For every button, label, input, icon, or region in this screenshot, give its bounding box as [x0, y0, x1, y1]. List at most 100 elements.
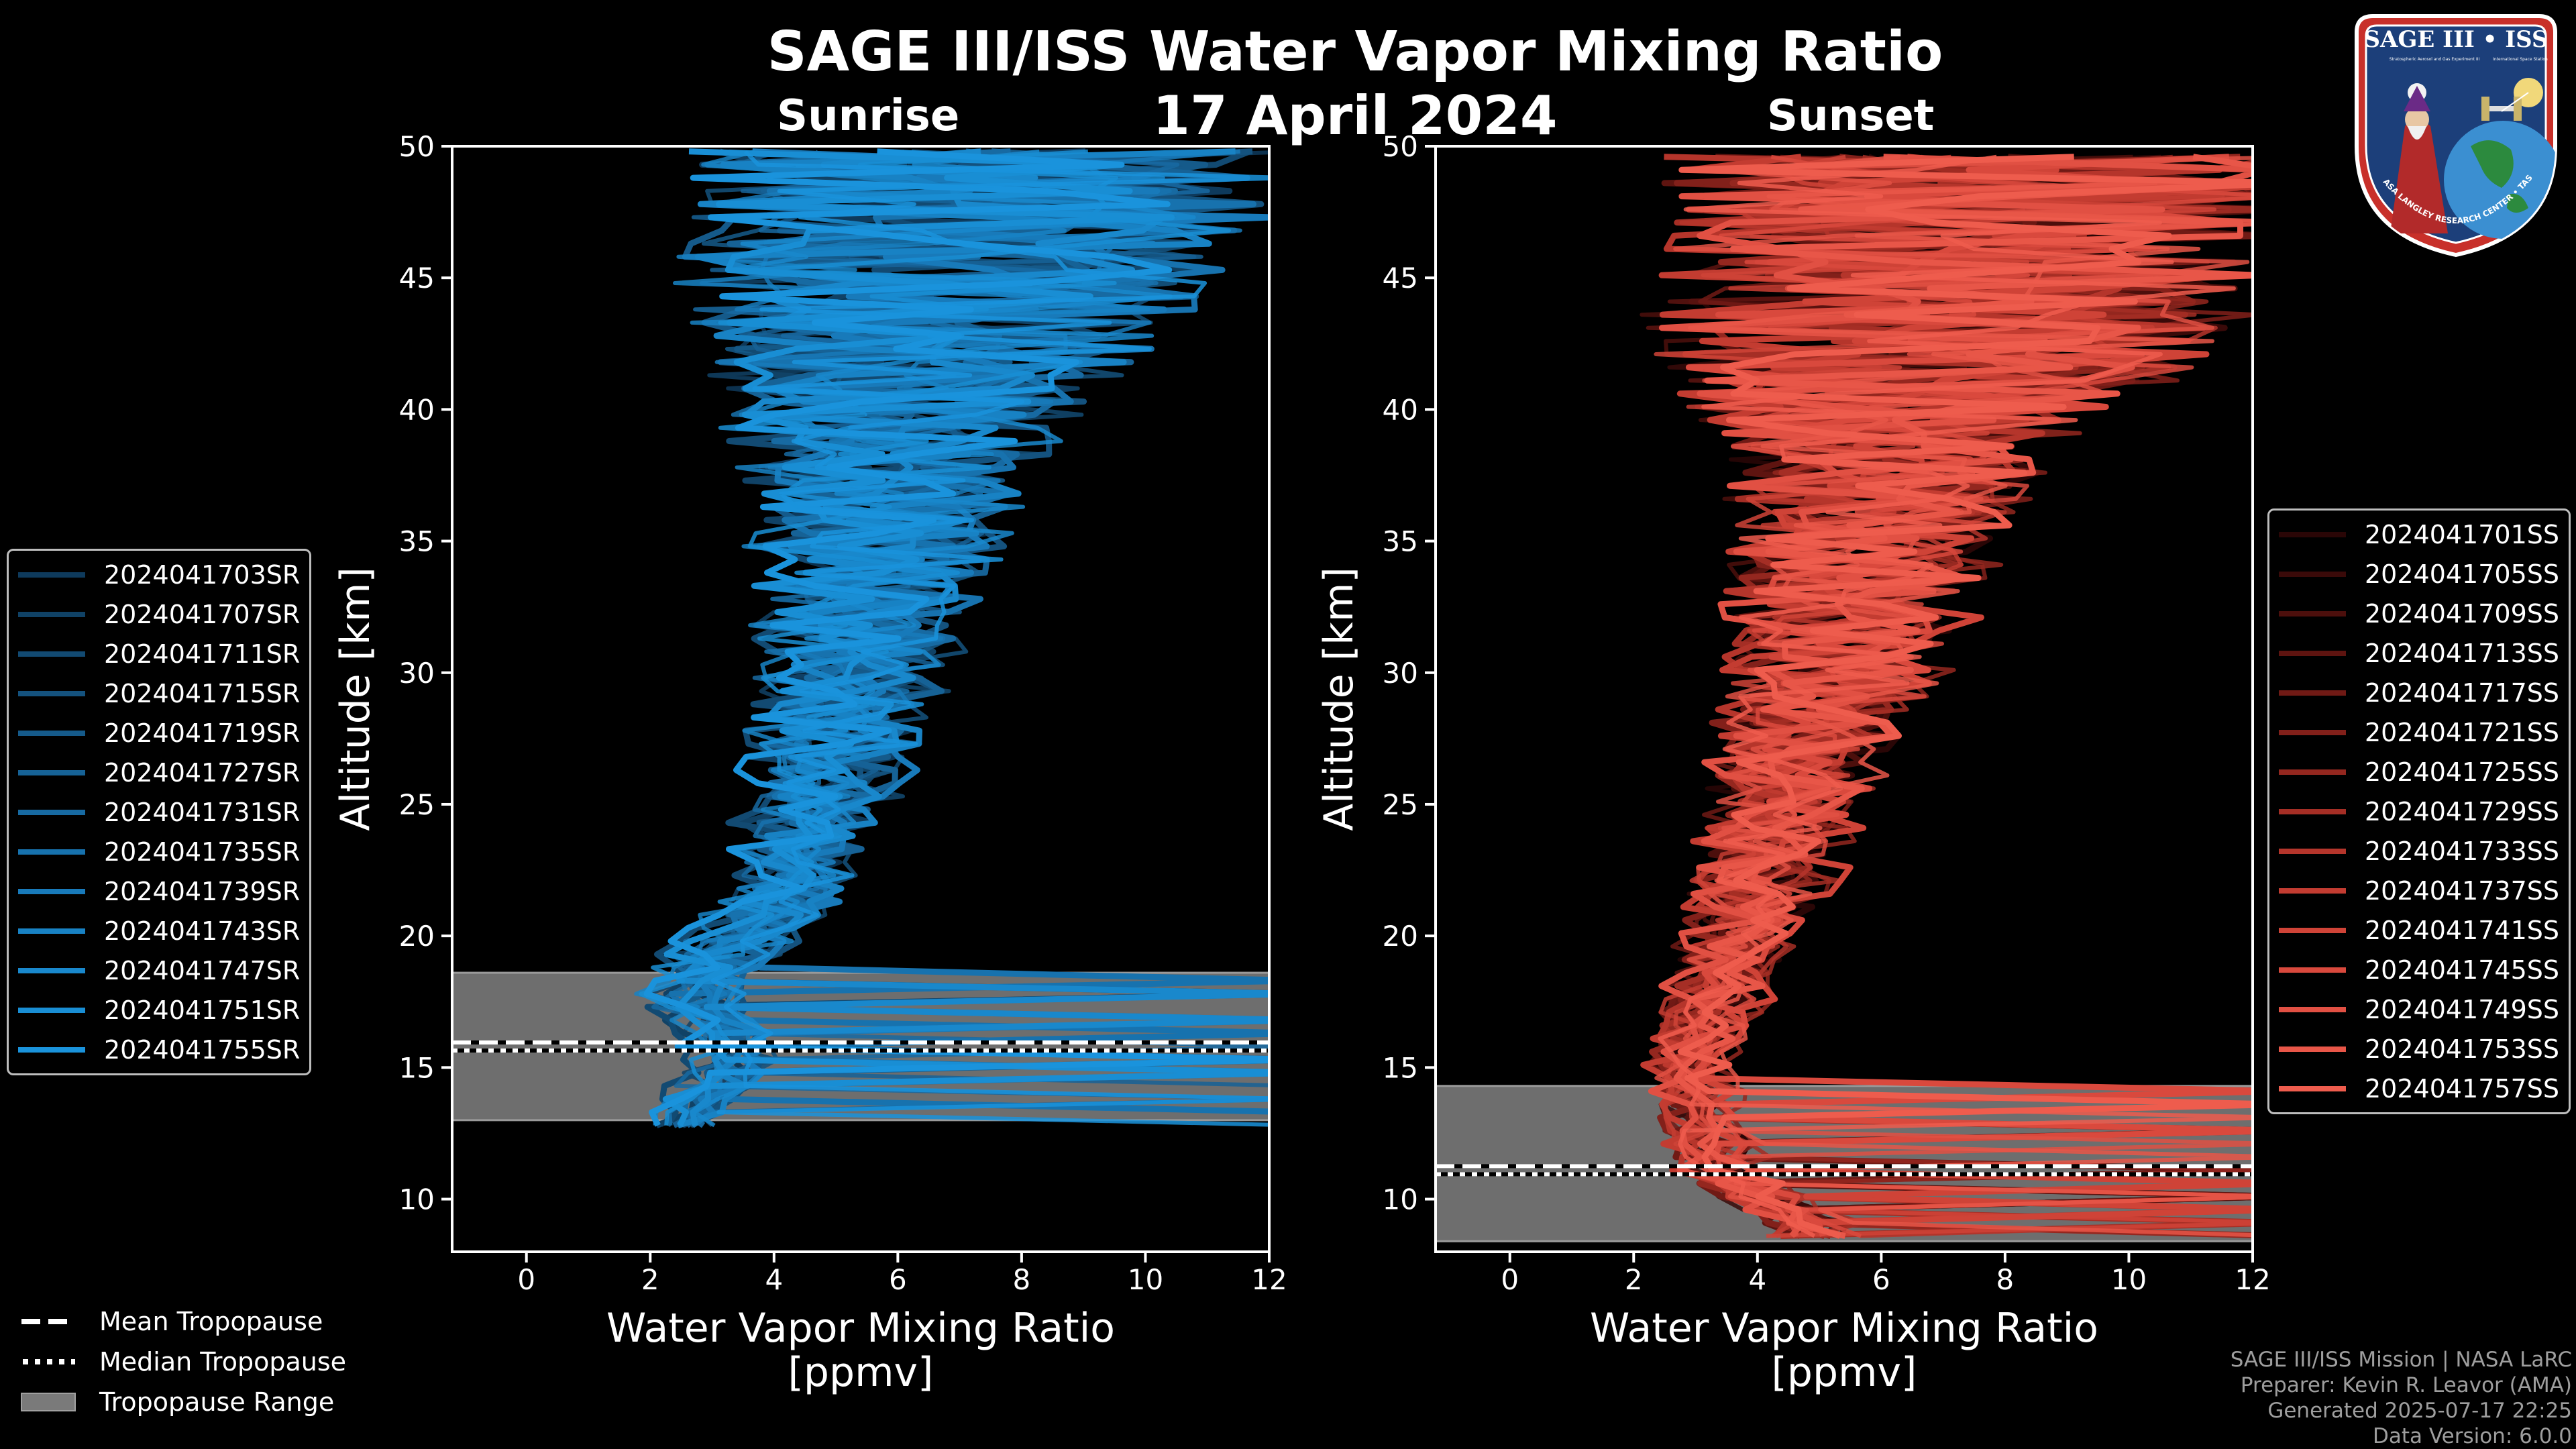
legend-item-2024041749SS: 2024041749SS — [2279, 989, 2559, 1029]
x-tick-label-sunrise: 6 — [889, 1263, 907, 1296]
legend-swatch — [2279, 729, 2346, 735]
tropopause-range-label: Tropopause Range — [99, 1387, 335, 1417]
chart-title: SAGE III/ISS Water Vapor Mixing Ratio — [767, 20, 1943, 84]
profiles-sunset — [1640, 154, 2253, 1239]
legend-label: 2024041745SS — [2365, 955, 2560, 985]
legend-label: 2024041739SR — [104, 876, 301, 906]
legend-swatch — [2279, 967, 2346, 973]
legend-swatch — [18, 888, 85, 894]
legend-label: 2024041757SS — [2365, 1073, 2560, 1104]
x-tick-label-sunrise: 2 — [641, 1263, 659, 1296]
sage-figure-icon — [2390, 119, 2448, 233]
mean-tropopause-label: Mean Tropopause — [99, 1307, 323, 1336]
legend-swatch — [18, 769, 85, 775]
y-tick-label-sunset: 10 — [1383, 1183, 1418, 1216]
legend-item-2024041727SR: 2024041727SR — [18, 753, 300, 792]
legend-item-2024041707SR: 2024041707SR — [18, 594, 300, 634]
legend-item-2024041725SS: 2024041725SS — [2279, 752, 2559, 792]
legend-label: 2024041727SR — [104, 757, 301, 788]
y-tick-label-sunrise: 40 — [399, 393, 435, 426]
legend-mean-tropopause: Mean Tropopause — [20, 1301, 346, 1342]
footer-generated: Generated 2025-07-17 22:25 — [2267, 1399, 2572, 1423]
legend-item-2024041705SS: 2024041705SS — [2279, 554, 2559, 594]
legend-item-2024041751SR: 2024041751SR — [18, 990, 300, 1030]
x-tick-label-sunrise: 8 — [1013, 1263, 1031, 1296]
legend-item-2024041703SR: 2024041703SR — [18, 555, 300, 594]
series-line-2024041757SS — [1677, 154, 2253, 1239]
x-tick-label-sunset: 10 — [2111, 1263, 2147, 1296]
legend-label: 2024041735SR — [104, 837, 301, 867]
x-tick-label-sunset: 0 — [1501, 1263, 1519, 1296]
legend-label: 2024041709SS — [2365, 598, 2560, 629]
panel-sunset: 0 2 4 6 8 10 12 10 15 20 25 30 35 40 45 50 Water Vapor M… — [1316, 130, 2271, 1396]
y-tick-label-sunset: 30 — [1383, 657, 1418, 690]
legend-swatch — [18, 967, 85, 973]
legend-label: 2024041717SS — [2365, 678, 2560, 708]
median-tropopause-label: Median Tropopause — [99, 1347, 346, 1377]
legend-swatch — [2279, 888, 2346, 894]
legend-swatch — [2279, 610, 2346, 616]
legend-item-2024041757SS: 2024041757SS — [2279, 1069, 2559, 1108]
legend-sunrise: 2024041703SR 2024041707SR 2024041711SR 2024… — [7, 549, 312, 1075]
footer-mission: SAGE III/ISS Mission | NASA LaRC — [2230, 1348, 2572, 1372]
y-tick-label-sunset: 20 — [1383, 920, 1418, 953]
legend-label: 2024041721SS — [2365, 717, 2560, 747]
tropopause-range-swatch — [21, 1393, 76, 1411]
legend-item-2024041743SR: 2024041743SR — [18, 911, 300, 951]
chart-date: 17 April 2024 — [1152, 85, 1558, 147]
legend-swatch — [2279, 1006, 2346, 1012]
legend-swatch — [2279, 808, 2346, 814]
legend-median-tropopause: Median Tropopause — [20, 1342, 346, 1382]
tropopause-legend: Mean Tropopause Median Tropopause Tropop… — [20, 1301, 346, 1422]
legend-item-2024041713SS: 2024041713SS — [2279, 633, 2559, 673]
legend-label: 2024041701SS — [2365, 519, 2560, 549]
legend-swatch — [18, 611, 85, 617]
legend-tropopause-range: Tropopause Range — [20, 1382, 346, 1422]
legend-label: 2024041737SS — [2365, 875, 2560, 906]
legend-label: 2024041749SS — [2365, 994, 2560, 1024]
plot-frame-sunrise — [451, 145, 1271, 1253]
y-tick-label-sunrise: 30 — [399, 657, 435, 690]
legend-swatch — [18, 1007, 85, 1013]
y-tick-label-sunrise: 45 — [399, 262, 435, 294]
legend-label: 2024041741SS — [2365, 915, 2560, 945]
mean-tropopause-swatch — [21, 1319, 75, 1324]
y-tick-label-sunrise: 20 — [399, 920, 435, 953]
legend-swatch — [18, 928, 85, 934]
legend-item-2024041753SS: 2024041753SS — [2279, 1029, 2559, 1069]
x-tick-label-sunrise: 0 — [517, 1263, 535, 1296]
x-tick-label-sunrise: 4 — [765, 1263, 783, 1296]
series-line-2024041753SS — [1688, 154, 2253, 1238]
x-axis-unit-sunset: [ppmv] — [1772, 1349, 1917, 1396]
y-tick-label-sunset: 40 — [1383, 393, 1418, 426]
legend-swatch — [2279, 571, 2346, 577]
legend-label: 2024041713SS — [2365, 638, 2560, 668]
legend-label: 2024041743SR — [104, 916, 301, 946]
y-tick-label-sunrise: 10 — [399, 1183, 435, 1216]
legend-label: 2024041731SR — [104, 797, 301, 827]
legend-swatch — [18, 651, 85, 657]
median-tropopause-swatch — [23, 1359, 75, 1364]
series-line-2024041755SR — [710, 150, 1269, 1127]
legend-swatch — [2279, 927, 2346, 933]
legend-item-2024041717SS: 2024041717SS — [2279, 673, 2559, 712]
legend-item-2024041701SS: 2024041701SS — [2279, 515, 2559, 554]
legend-sunset: 2024041701SS 2024041705SS 2024041709SS 2024… — [2267, 508, 2571, 1114]
iss-icon — [2481, 97, 2522, 121]
legend-swatch — [2279, 848, 2346, 854]
panel-sunrise: 0 2 4 6 8 10 12 10 15 20 25 30 35 40 45 50 Water Vapor M… — [332, 130, 1287, 1396]
y-tick-label-sunrise: 15 — [399, 1051, 435, 1084]
y-tick-label-sunset: 50 — [1383, 130, 1418, 163]
x-tick-label-sunset: 8 — [1996, 1263, 2015, 1296]
legend-swatch — [18, 809, 85, 815]
x-tick-label-sunset: 4 — [1748, 1263, 1766, 1296]
y-tick-label-sunrise: 25 — [399, 788, 435, 821]
logo-title: SAGE III • ISS — [2363, 26, 2548, 53]
legend-label: 2024041725SS — [2365, 757, 2560, 787]
legend-item-2024041719SR: 2024041719SR — [18, 713, 300, 753]
x-tick-label-sunrise: 10 — [1128, 1263, 1163, 1296]
x-tick-label-sunset: 6 — [1872, 1263, 1890, 1296]
x-axis-unit-sunrise: [ppmv] — [788, 1349, 934, 1396]
legend-label: 2024041747SR — [104, 955, 301, 985]
